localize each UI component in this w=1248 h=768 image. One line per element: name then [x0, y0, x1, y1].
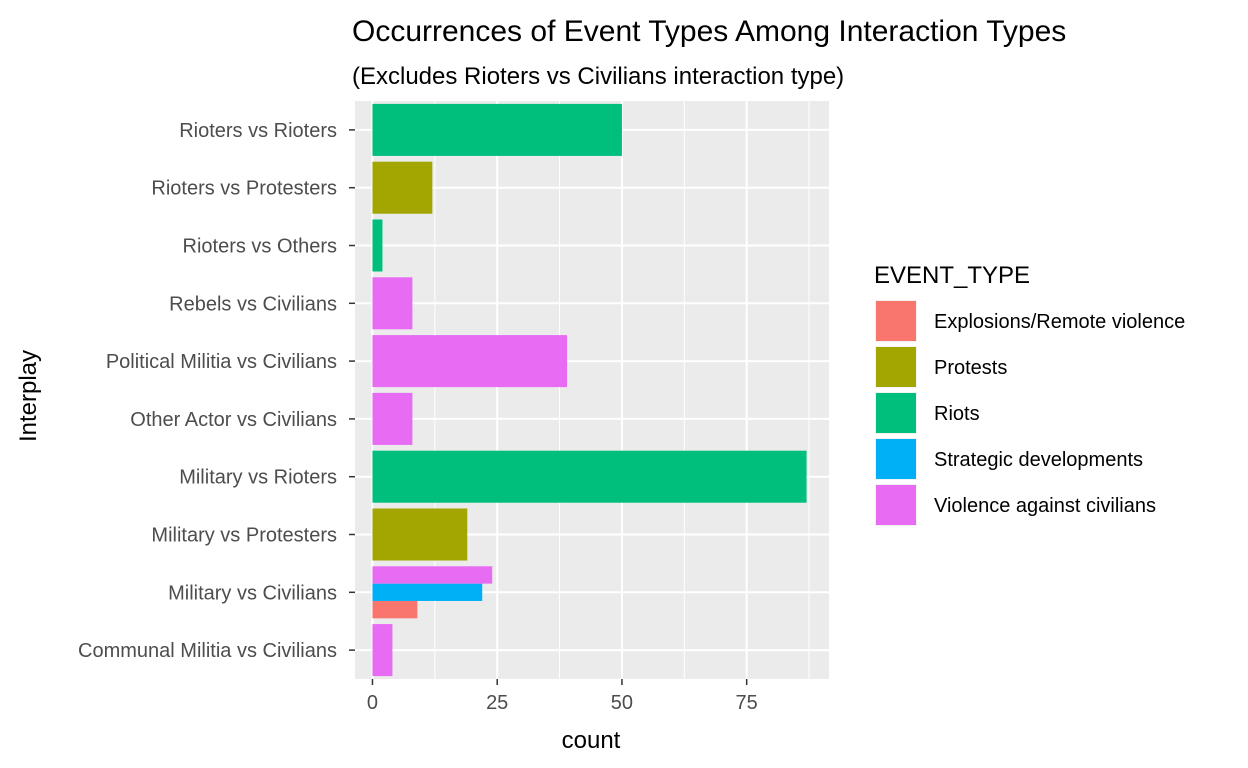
x-axis-title: count: [562, 727, 621, 754]
bar: [372, 161, 433, 214]
chart-subtitle: (Excludes Rioters vs Civilians interacti…: [352, 63, 844, 90]
legend-swatch: [876, 393, 916, 433]
y-tick-label: Military vs Rioters: [179, 467, 337, 489]
y-tick-label: Military vs Protesters: [151, 525, 337, 547]
y-tick-label: Military vs Civilians: [168, 582, 337, 604]
legend-label: Protests: [934, 357, 1007, 379]
legend-label: Strategic developments: [934, 449, 1143, 471]
y-tick-label: Rioters vs Protesters: [151, 178, 337, 200]
legend: EVENT_TYPE Explosions/Remote violence Pro…: [874, 262, 1185, 526]
bar: [372, 103, 622, 156]
bar: [372, 566, 493, 584]
y-axis-title: Interplay: [15, 350, 42, 442]
x-tick-label: 0: [367, 692, 378, 714]
bar: [372, 624, 393, 677]
legend-swatch: [876, 347, 916, 387]
y-tick-label: Rioters vs Others: [183, 236, 337, 258]
bar: [372, 583, 483, 601]
y-tick-label: Other Actor vs Civilians: [130, 409, 337, 431]
bar: [372, 335, 568, 388]
bar: [372, 277, 413, 330]
bar: [372, 450, 807, 503]
y-tick-label: Rioters vs Rioters: [179, 120, 337, 142]
y-tick-label: Rebels vs Civilians: [169, 293, 337, 315]
x-tick-label: 75: [736, 692, 758, 714]
legend-swatch: [876, 301, 916, 341]
legend-label: Explosions/Remote violence: [934, 311, 1185, 333]
bars-group: [372, 103, 807, 677]
bar: [372, 600, 418, 619]
x-axis: 0 25 50 75: [367, 679, 758, 714]
legend-swatch: [876, 439, 916, 479]
y-tick-label: Political Militia vs Civilians: [106, 351, 337, 373]
x-tick-label: 25: [486, 692, 508, 714]
legend-title: EVENT_TYPE: [874, 262, 1030, 289]
bar: [372, 392, 413, 445]
legend-label: Violence against civilians: [934, 495, 1156, 517]
y-axis: Communal Militia vs Civilians Military vs…: [78, 120, 355, 662]
bar: [372, 219, 383, 272]
bar: [372, 508, 468, 561]
y-tick-label: Communal Militia vs Civilians: [78, 640, 337, 662]
legend-swatch: [876, 485, 916, 525]
x-tick-label: 50: [611, 692, 633, 714]
legend-label: Riots: [934, 403, 980, 425]
chart-title: Occurrences of Event Types Among Interac…: [352, 15, 1066, 48]
